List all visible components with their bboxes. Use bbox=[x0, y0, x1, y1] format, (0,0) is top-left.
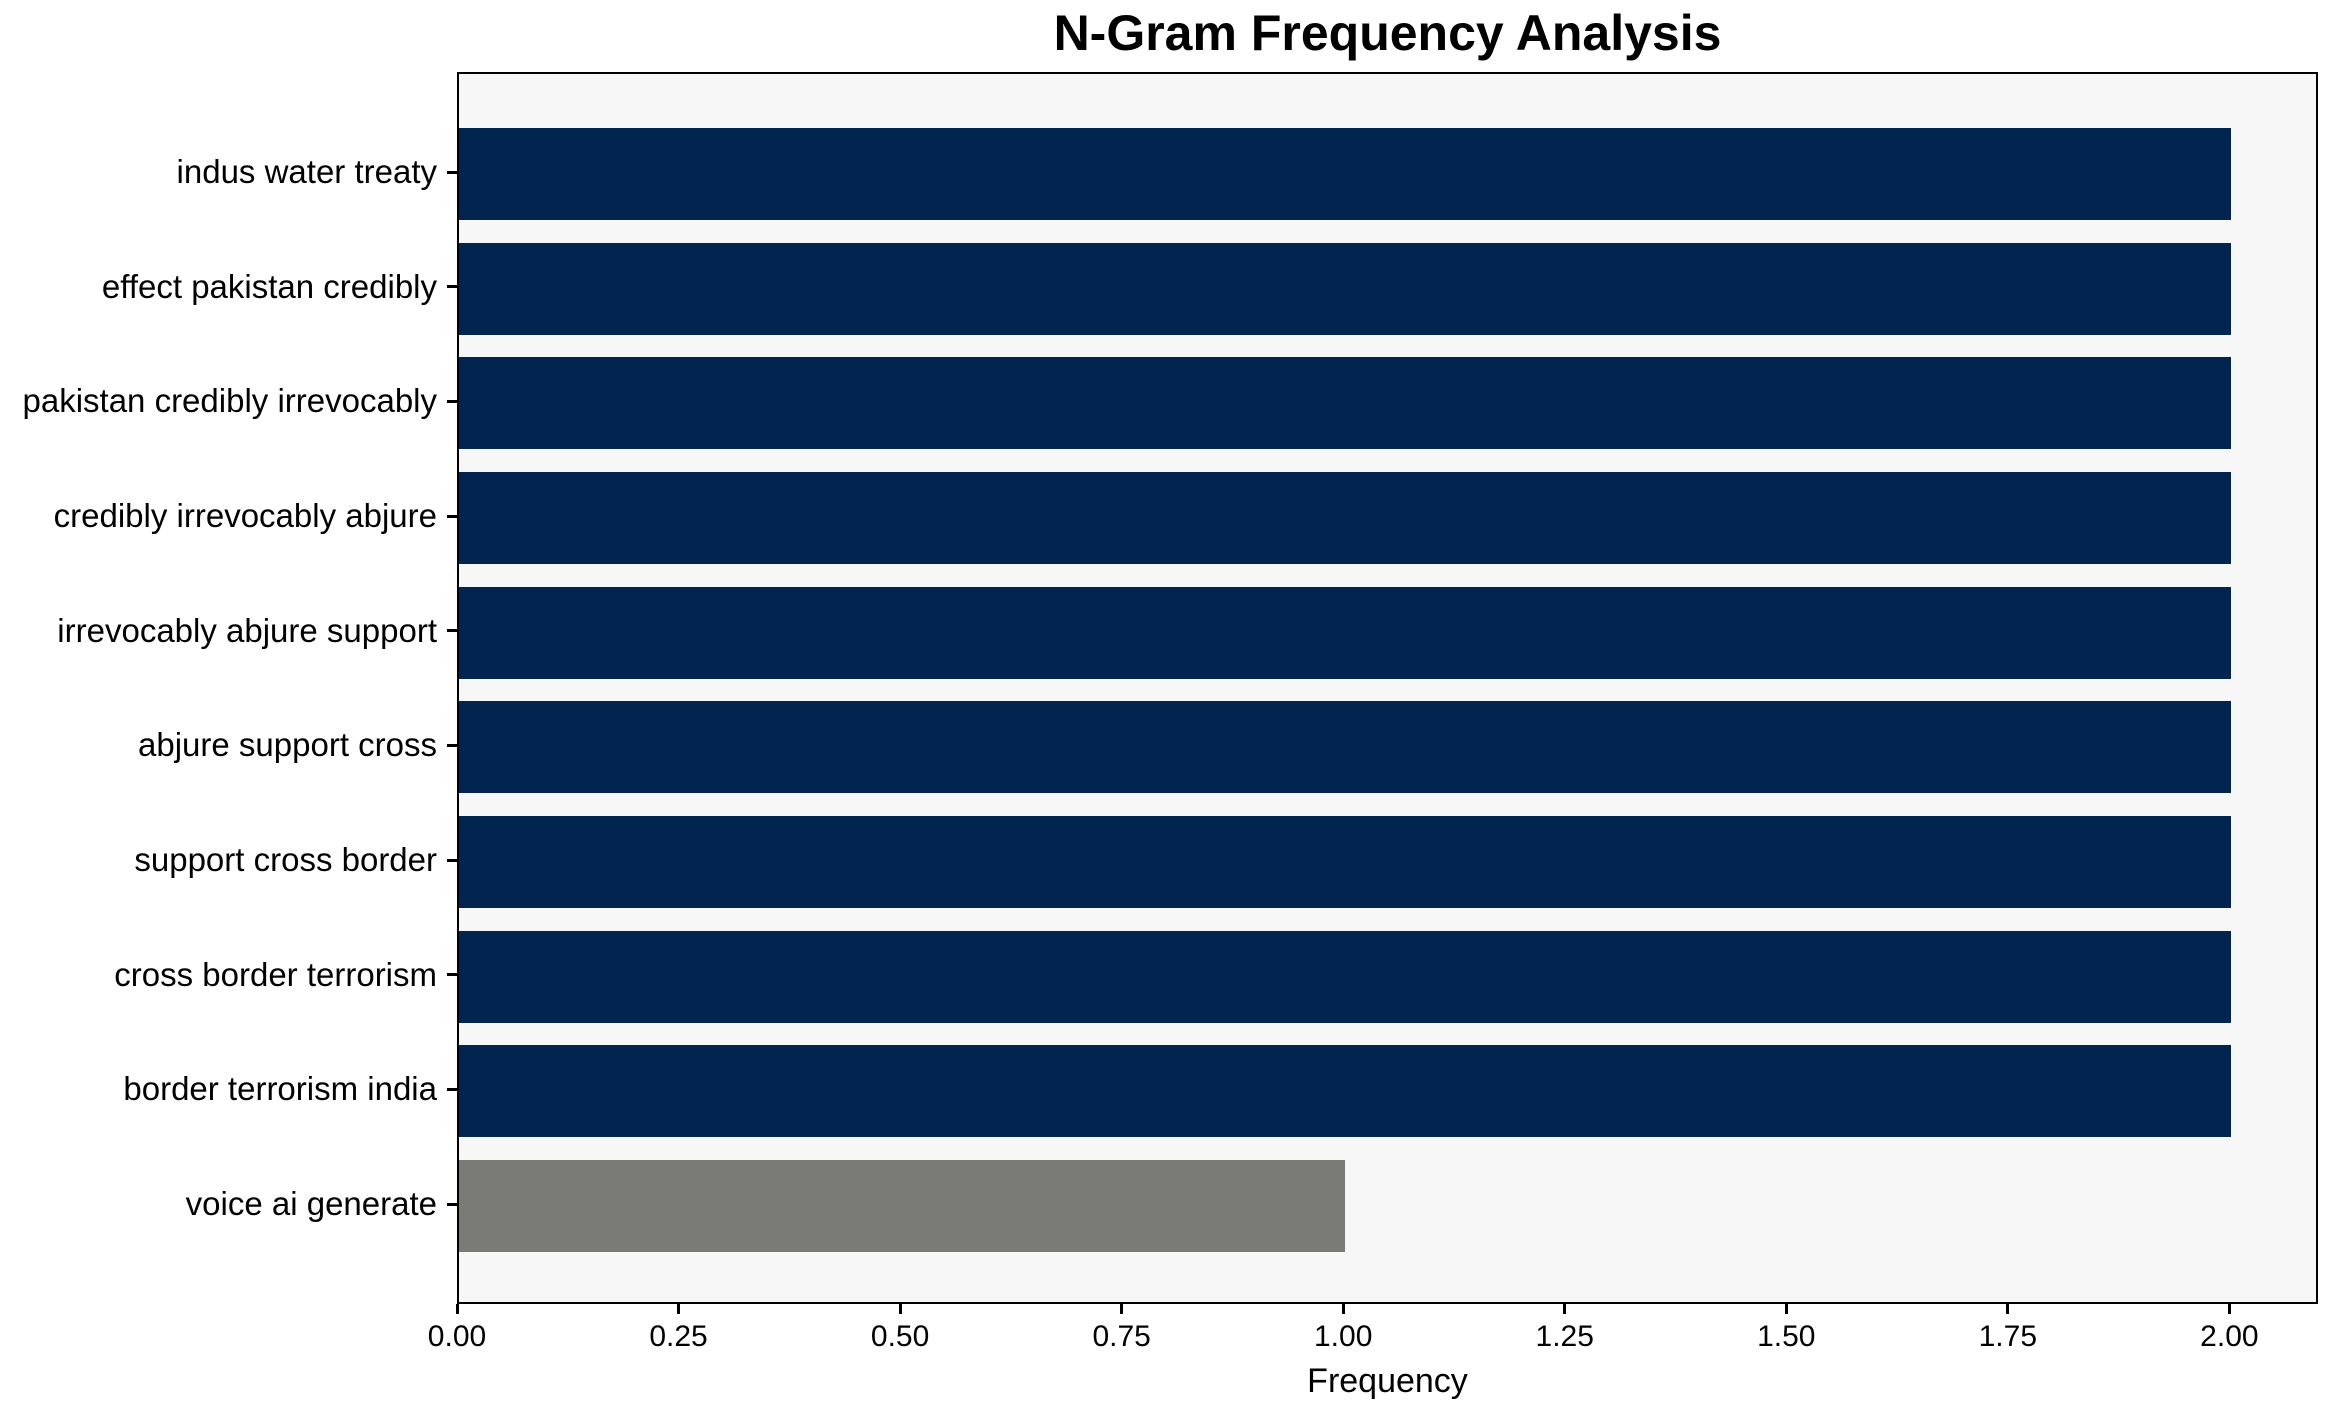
y-tick-mark bbox=[447, 858, 457, 862]
y-tick-label: credibly irrevocably abjure bbox=[53, 497, 437, 534]
y-tick-mark bbox=[447, 285, 457, 289]
bar-credibly-irrevocably-abjure bbox=[459, 472, 2232, 564]
bar-irrevocably-abjure-support bbox=[459, 586, 2232, 679]
y-tick-label: effect pakistan credibly bbox=[101, 267, 437, 305]
bar-indus-water-treaty bbox=[459, 128, 2232, 220]
x-tick-label: 1.00 bbox=[1313, 1320, 1373, 1353]
x-tick-mark bbox=[1784, 1304, 1788, 1314]
y-tick-mark bbox=[447, 170, 457, 174]
x-tick-mark bbox=[455, 1304, 459, 1314]
y-tick-label: voice ai generate bbox=[185, 1185, 437, 1222]
bar-support-cross-border bbox=[459, 816, 2232, 908]
bar-abjure-support-cross bbox=[459, 701, 2232, 794]
y-tick-label: support cross border bbox=[134, 841, 437, 878]
y-tick-label: irrevocably abjure support bbox=[57, 611, 437, 649]
x-tick-label: 2.00 bbox=[2200, 1320, 2259, 1353]
y-tick-label: pakistan credibly irrevocably bbox=[22, 382, 437, 420]
y-tick-mark bbox=[447, 743, 457, 747]
x-tick-label: 0.25 bbox=[649, 1320, 708, 1353]
x-tick-label: 0.75 bbox=[1092, 1320, 1151, 1353]
y-tick-mark bbox=[447, 629, 457, 633]
y-tick-label: abjure support cross bbox=[138, 726, 437, 764]
y-tick-mark bbox=[447, 514, 457, 518]
bar-effect-pakistan-credibly bbox=[459, 242, 2232, 335]
bar-pakistan-credibly-irrevocably bbox=[459, 357, 2232, 450]
bar-voice-ai-generate bbox=[459, 1160, 1346, 1252]
y-tick-label: cross border terrorism bbox=[114, 955, 437, 993]
x-tick-label: 1.75 bbox=[1978, 1320, 2038, 1353]
y-tick-label: border terrorism india bbox=[123, 1070, 437, 1108]
y-tick-mark bbox=[447, 1087, 457, 1091]
x-tick-label: 0.50 bbox=[870, 1320, 930, 1353]
x-axis-title: Frequency bbox=[1307, 1362, 1468, 1400]
chart-title: N-Gram Frequency Analysis bbox=[1053, 5, 1722, 61]
x-tick-mark bbox=[677, 1304, 681, 1314]
x-tick-label: 1.50 bbox=[1757, 1320, 1816, 1353]
y-tick-mark bbox=[447, 399, 457, 403]
bar-cross-border-terrorism bbox=[459, 930, 2232, 1023]
y-tick-mark bbox=[447, 973, 457, 977]
x-tick-mark bbox=[2006, 1304, 2010, 1314]
bar-border-terrorism-india bbox=[459, 1045, 2232, 1138]
plot-area bbox=[457, 72, 2318, 1304]
x-tick-mark bbox=[1563, 1304, 1567, 1314]
x-tick-mark bbox=[2227, 1304, 2231, 1314]
x-tick-label: 1.25 bbox=[1535, 1320, 1594, 1353]
x-tick-label: 0.00 bbox=[427, 1320, 487, 1353]
y-tick-label: indus water treaty bbox=[176, 153, 437, 190]
x-tick-mark bbox=[1120, 1304, 1124, 1314]
x-tick-mark bbox=[1341, 1304, 1345, 1314]
y-tick-mark bbox=[447, 1202, 457, 1206]
x-tick-mark bbox=[898, 1304, 902, 1314]
